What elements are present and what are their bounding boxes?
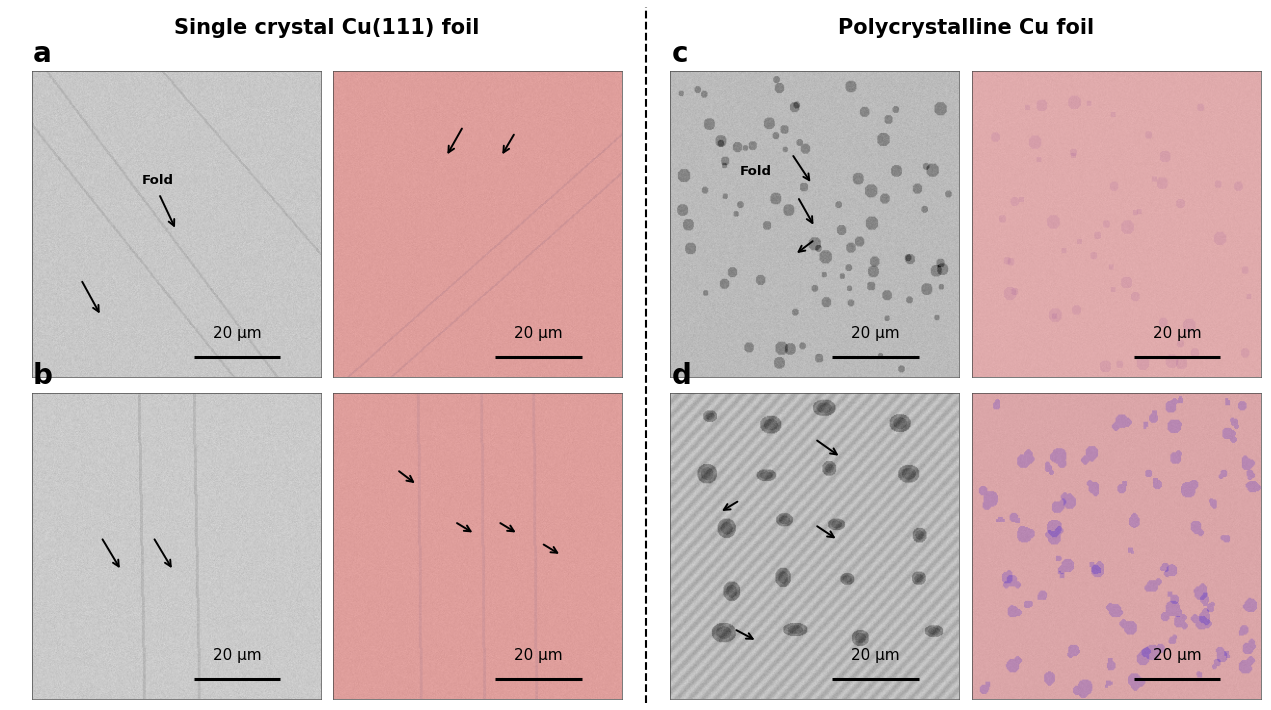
Text: Polycrystalline Cu foil: Polycrystalline Cu foil <box>838 18 1094 38</box>
Text: 20 μm: 20 μm <box>513 326 563 341</box>
Text: Fold: Fold <box>141 175 174 187</box>
Text: c: c <box>671 40 688 68</box>
Text: a: a <box>33 40 52 68</box>
Text: 20 μm: 20 μm <box>852 648 900 662</box>
Text: 20 μm: 20 μm <box>513 648 563 662</box>
Text: b: b <box>33 362 53 390</box>
Text: 20 μm: 20 μm <box>212 648 261 662</box>
Text: Single crystal Cu(111) foil: Single crystal Cu(111) foil <box>174 18 479 38</box>
Text: d: d <box>671 362 691 390</box>
Text: 20 μm: 20 μm <box>1153 648 1201 662</box>
Text: Fold: Fold <box>740 165 771 178</box>
Text: 20 μm: 20 μm <box>1153 326 1201 341</box>
Text: 20 μm: 20 μm <box>852 326 900 341</box>
Text: 20 μm: 20 μm <box>212 326 261 341</box>
